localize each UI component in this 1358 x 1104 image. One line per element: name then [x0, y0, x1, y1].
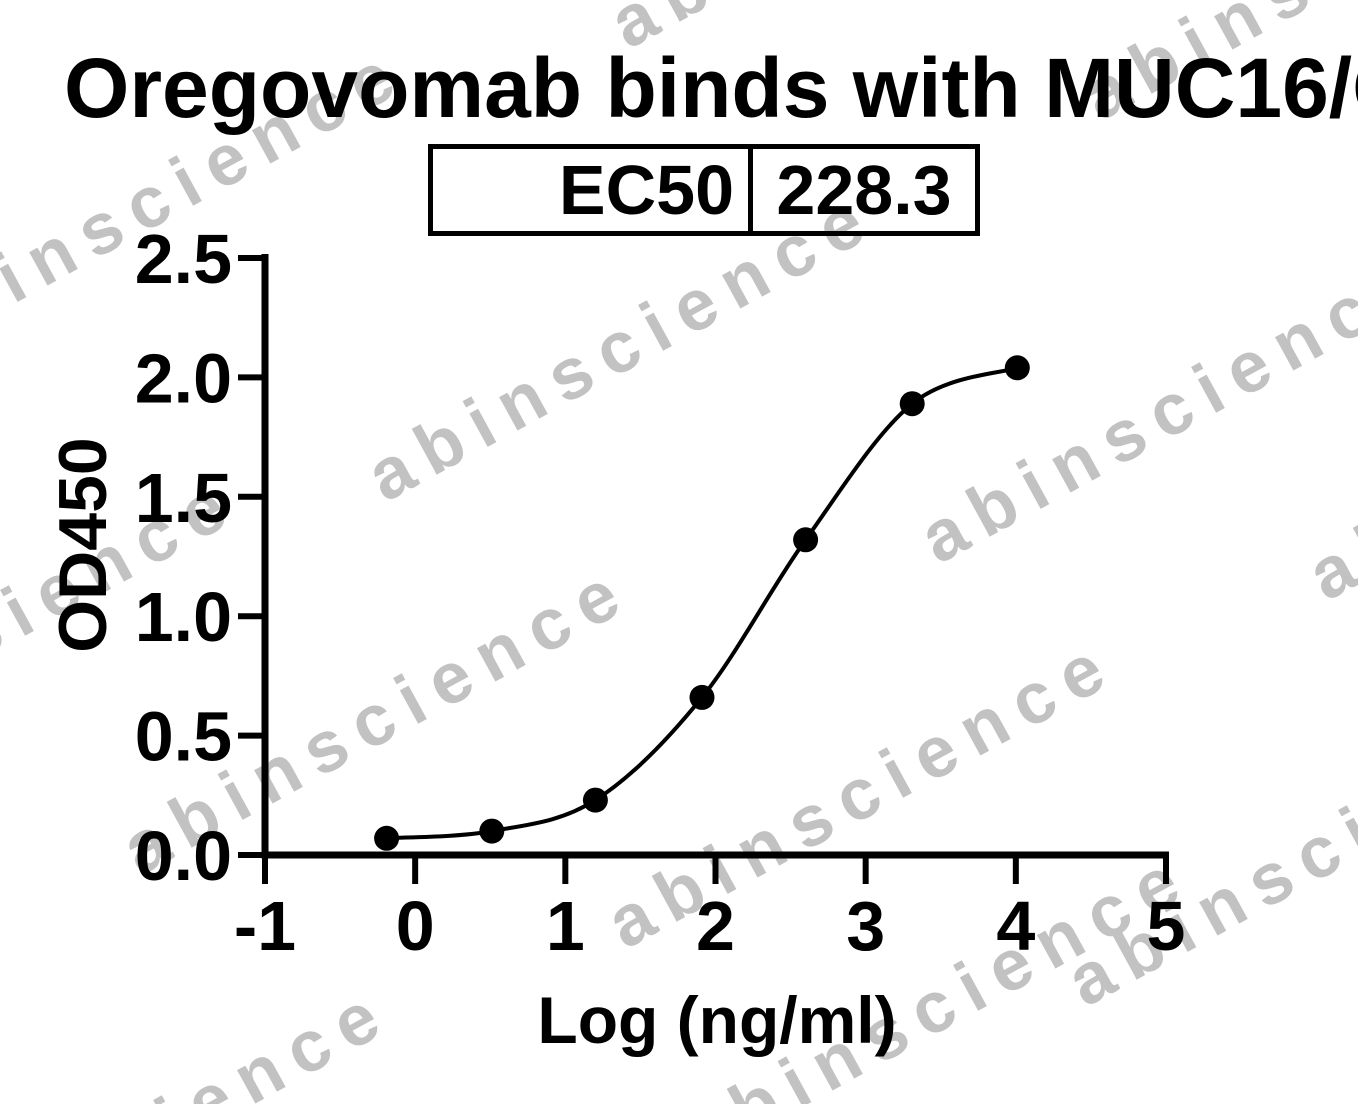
data-point — [582, 787, 608, 813]
x-tick-label: 0 — [396, 887, 435, 965]
x-tick-label: 4 — [996, 887, 1035, 965]
data-point — [793, 527, 819, 553]
ec50-value: 228.3 — [776, 151, 952, 229]
data-point — [1004, 355, 1030, 381]
y-axis-title: OD450 — [45, 437, 121, 652]
y-tick-label: 2.0 — [135, 339, 232, 417]
x-tick-label: 3 — [846, 887, 885, 965]
y-tick-label: 2.5 — [135, 220, 232, 298]
data-point — [374, 825, 400, 851]
watermark-text: abinscience — [0, 970, 404, 1104]
ec50-table: EC50 228.3 — [428, 144, 980, 236]
x-tick-label: 2 — [696, 887, 735, 965]
axis-text-layer: 0.0 0.5 1.0 1.5 2.0 2.5 -1 0 1 2 3 4 5 OD450 Log (ng/m… — [45, 220, 1185, 1057]
y-tick-label: 1.0 — [135, 578, 232, 656]
x-axis-title: Log (ng/ml) — [537, 983, 896, 1057]
data-point — [899, 391, 925, 417]
watermark-text: abinscience — [907, 237, 1358, 579]
chart-title: Oregovomab binds with MUC16/CA125 — [64, 41, 1358, 135]
x-tick-label: -1 — [234, 887, 296, 965]
points-layer — [374, 355, 1030, 851]
ec50-label: EC50 — [433, 149, 753, 231]
data-point — [689, 684, 715, 710]
axes-layer — [238, 254, 1169, 884]
y-tick-label: 0.5 — [135, 698, 232, 776]
y-tick-label: 1.5 — [135, 459, 232, 537]
y-tick-label: 0.0 — [135, 817, 232, 895]
data-point — [479, 818, 505, 844]
x-tick-label: 5 — [1147, 887, 1186, 965]
x-tick-label: 1 — [546, 887, 585, 965]
watermark-text: abinscience — [1054, 680, 1358, 1022]
